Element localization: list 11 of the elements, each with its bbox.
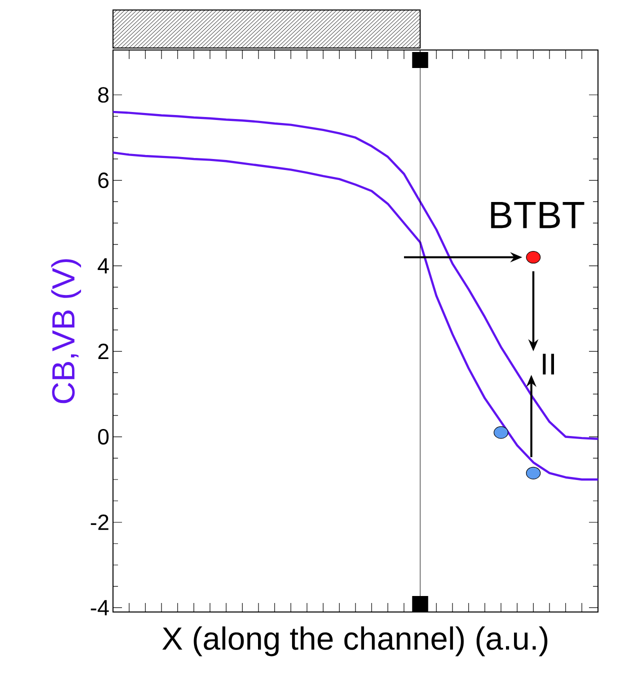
- y-tick-label: 0: [98, 428, 109, 445]
- y-tick-label: -4: [90, 600, 109, 616]
- annotation: II: [542, 354, 554, 374]
- y-tick-label: 8: [98, 87, 109, 103]
- x-axis-title: X (along the channel) (a.u.): [162, 626, 548, 656]
- y-tick-label: 2: [98, 344, 108, 359]
- y-axis-title: CB,VB (V): [51, 259, 82, 404]
- y-tick-label: 6: [98, 172, 109, 188]
- y-tick-label: 4: [98, 258, 109, 274]
- y-tick-label: -2: [90, 514, 108, 530]
- annotation: BTBT: [491, 202, 584, 228]
